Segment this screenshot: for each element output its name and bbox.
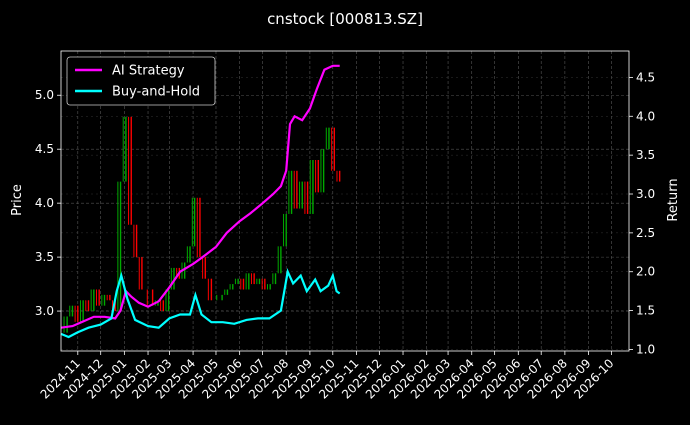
- legend-label: AI Strategy: [112, 64, 185, 79]
- y-left-tick-label: 4.0: [35, 196, 54, 210]
- chart-title: cnstock [000813.SZ]: [267, 10, 423, 28]
- y-left-tick-label: 4.5: [35, 142, 54, 156]
- y-axis-label-left: Price: [10, 184, 25, 216]
- y-right-tick-label: 3.5: [636, 148, 655, 162]
- plot-frame: [60, 50, 630, 352]
- buy-and-hold-line: [60, 268, 341, 339]
- y-right-tick-label: 4.5: [636, 70, 655, 84]
- y-left-tick-label: 5.0: [35, 88, 54, 102]
- y-right-tick-label: 2.5: [636, 226, 655, 240]
- y-right-tick-label: 1.5: [636, 304, 655, 318]
- ai-strategy-line: [60, 64, 340, 329]
- y-left-tick-label: 3.0: [35, 304, 54, 318]
- y-axis-label-right: Return: [666, 178, 681, 221]
- y-left-tick-label: 3.5: [35, 250, 54, 264]
- y-right-tick-label: 1.0: [636, 342, 655, 356]
- legend-box: [66, 56, 216, 106]
- legend-label: Buy-and-Hold: [112, 85, 200, 100]
- y-right-tick-label: 4.0: [636, 109, 655, 123]
- y-right-tick-label: 3.0: [636, 187, 655, 201]
- y-right-tick-label: 2.0: [636, 265, 655, 279]
